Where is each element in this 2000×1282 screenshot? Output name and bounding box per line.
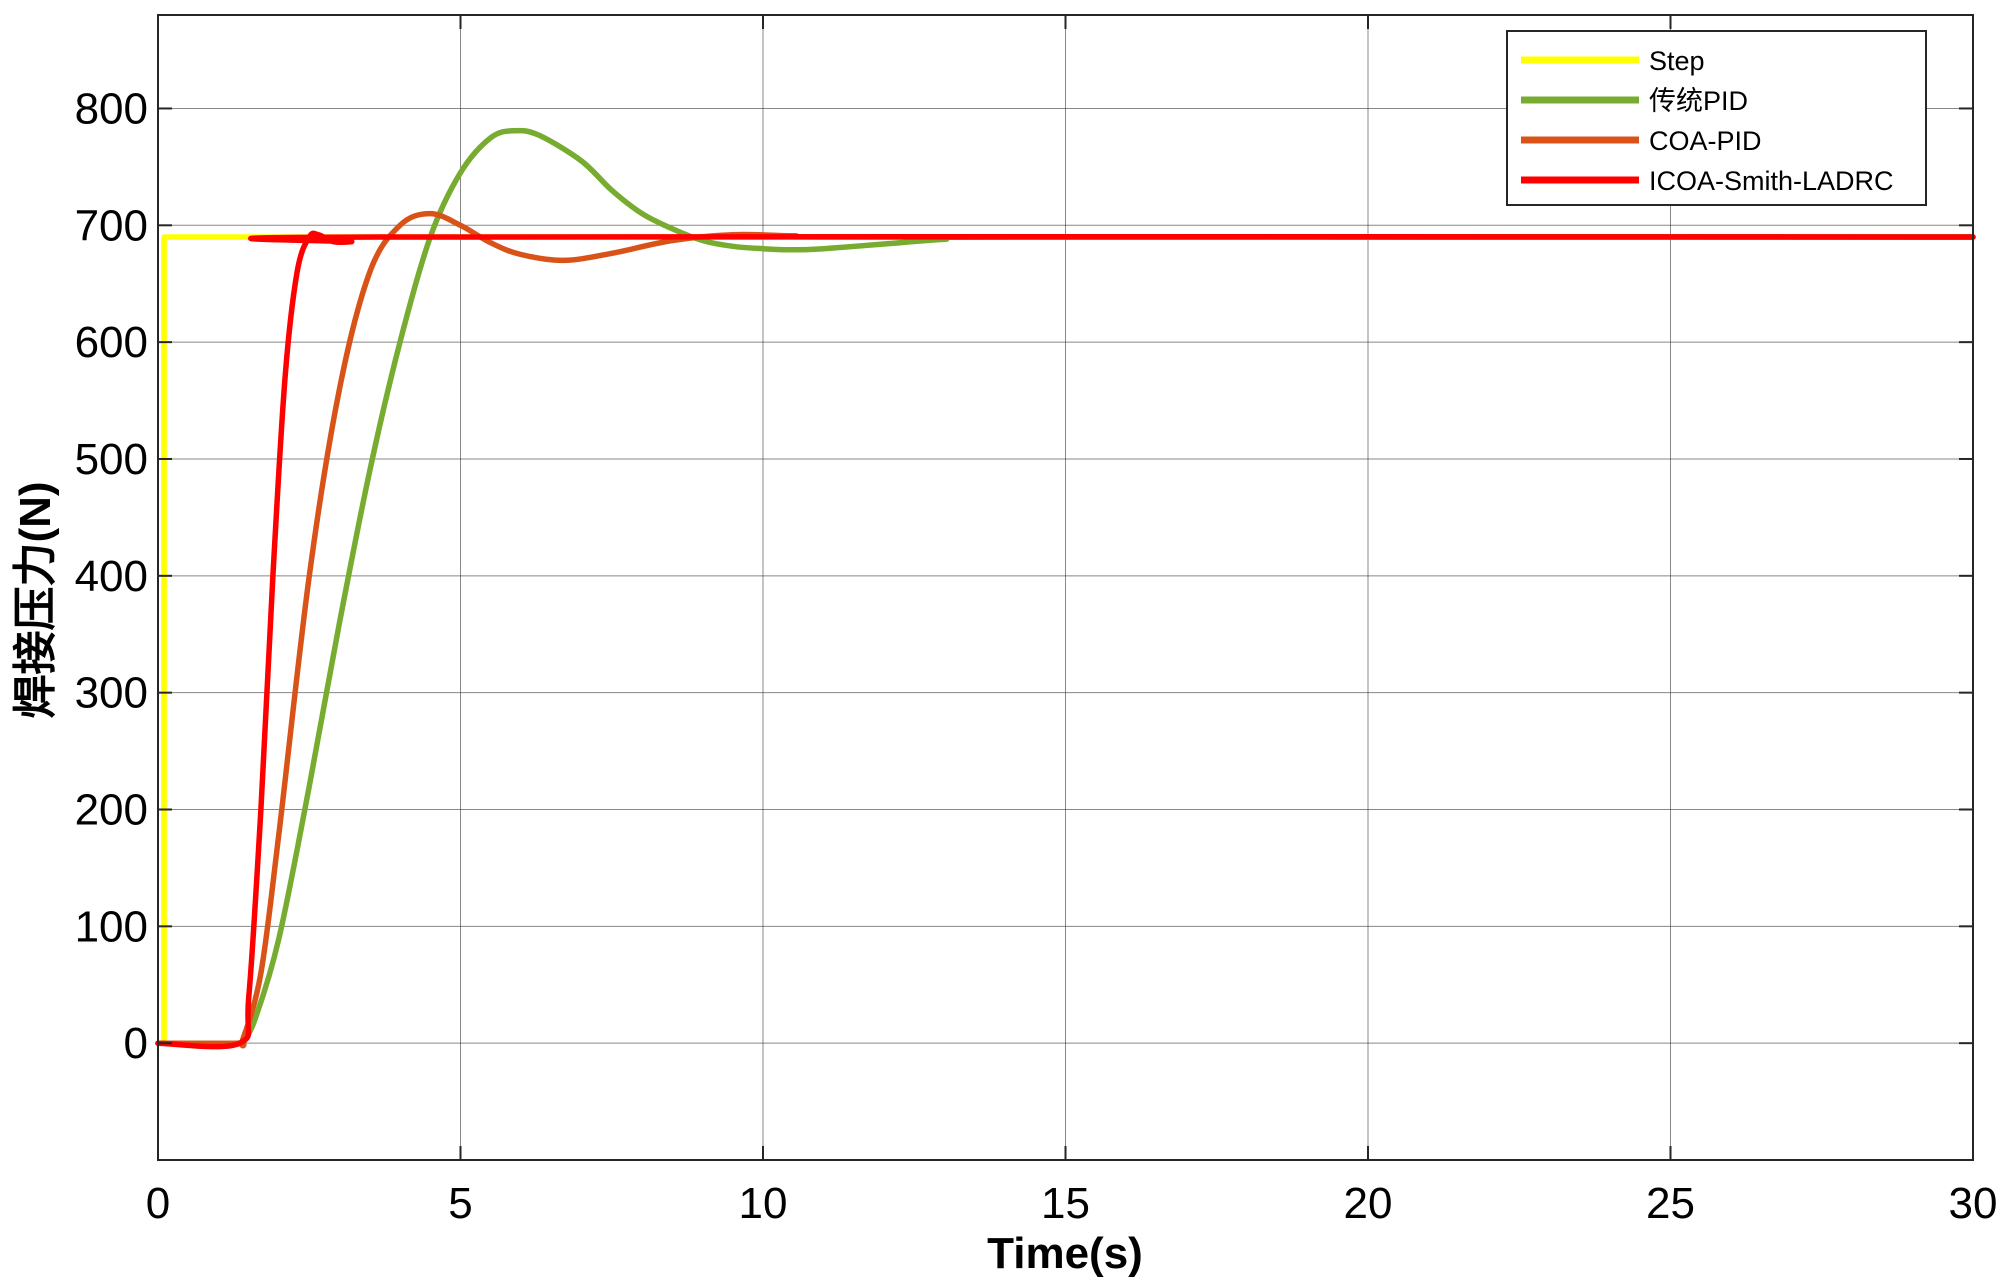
y-tick-label: 500 [75, 435, 148, 484]
y-tick-label: 300 [75, 669, 148, 718]
x-axis-label: Time(s) [987, 1229, 1143, 1278]
x-tick-label: 10 [739, 1179, 788, 1228]
y-axis-label: 焊接压力(N) [11, 481, 60, 718]
x-tick-label: 20 [1344, 1179, 1393, 1228]
y-tick-label: 200 [75, 785, 148, 834]
legend-label-0: Step [1649, 46, 1705, 76]
y-tick-label: 700 [75, 201, 148, 250]
grid [157, 15, 1974, 1160]
legend-label-1: 传统PID [1649, 86, 1748, 116]
y-tick-label: 0 [124, 1019, 148, 1068]
y-tick-label: 400 [75, 552, 148, 601]
x-tick-label: 15 [1041, 1179, 1090, 1228]
legend-label-3: ICOA-Smith-LADRC [1649, 166, 1894, 196]
y-tick-label: 100 [75, 902, 148, 951]
legend-label-2: COA-PID [1649, 126, 1762, 156]
series-line-3 [155, 230, 1976, 1050]
x-tick-label: 25 [1646, 1179, 1695, 1228]
legend: Step 传统PID COA-PID ICOA-Smith-LADRC [1506, 30, 1927, 206]
series-layer [155, 127, 1976, 1050]
y-tick-label: 600 [75, 318, 148, 367]
x-tick-label: 30 [1949, 1179, 1998, 1228]
x-tick-label: 0 [146, 1179, 170, 1228]
x-tick-label: 5 [448, 1179, 472, 1228]
y-tick-label: 800 [75, 84, 148, 133]
